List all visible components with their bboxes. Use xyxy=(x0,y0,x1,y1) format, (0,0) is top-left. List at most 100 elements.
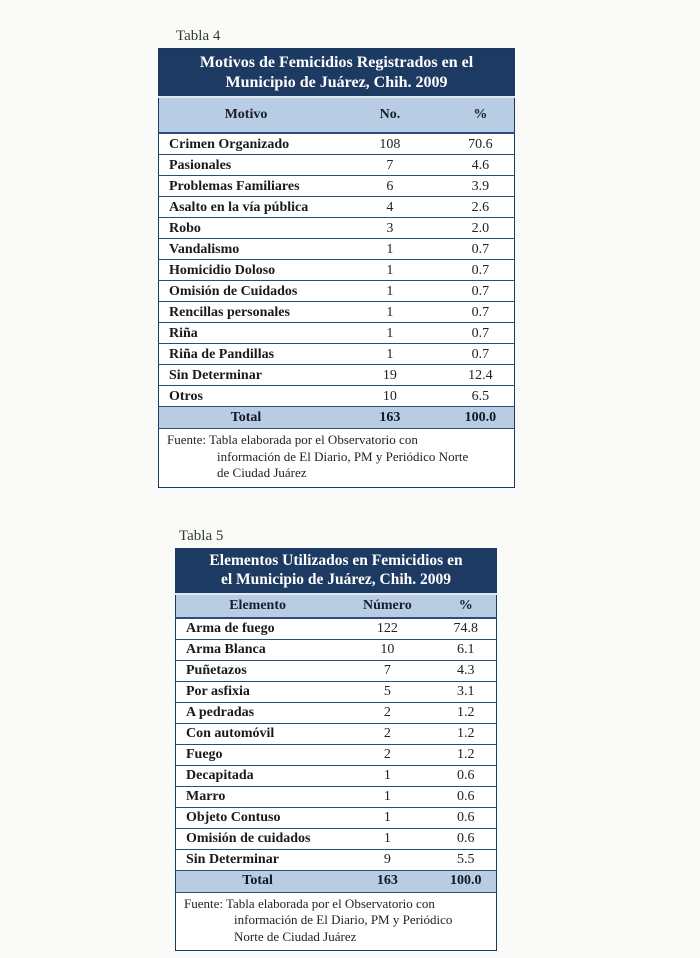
row-pct: 3.1 xyxy=(435,681,497,703)
row-count: 1 xyxy=(339,828,436,850)
row-label: Sin Determinar xyxy=(158,364,333,387)
row-pct: 0.7 xyxy=(446,301,515,324)
table5-body: Arma de fuego 122 74.8 Arma Blanca 10 6.1 Puñe… xyxy=(175,617,497,871)
table4-total-row: Total 163 100.0 xyxy=(158,406,515,430)
table-row: A pedradas 2 1.2 xyxy=(175,702,497,724)
row-label: Asalto en la vía pública xyxy=(158,196,333,219)
table-row: Fuego 2 1.2 xyxy=(175,744,497,766)
table-row: Riña 1 0.7 xyxy=(158,322,515,345)
table-row: Otros 10 6.5 xyxy=(158,385,515,408)
row-label: Por asfixia xyxy=(175,681,340,703)
table4-caption: Tabla 4 xyxy=(176,28,221,44)
column-header-numero: Número xyxy=(339,593,436,619)
row-count: 1 xyxy=(332,343,447,366)
row-label: A pedradas xyxy=(175,702,340,724)
row-pct: 0.7 xyxy=(446,280,515,303)
row-pct: 2.0 xyxy=(446,217,515,240)
table5-section: Tabla 5 Elementos Utilizados en Femicidi… xyxy=(175,527,497,952)
row-pct: 74.8 xyxy=(435,617,497,640)
row-pct: 0.6 xyxy=(435,786,497,808)
row-label: Homicidio Doloso xyxy=(158,259,333,282)
row-count: 10 xyxy=(339,639,436,661)
table4-section: Tabla 4 Motivos de Femicidios Registrado… xyxy=(158,27,515,488)
row-pct: 0.6 xyxy=(435,807,497,829)
row-label: Otros xyxy=(158,385,333,408)
table-row: Por asfixia 5 3.1 xyxy=(175,681,497,703)
row-pct: 4.6 xyxy=(446,154,515,177)
row-pct: 0.6 xyxy=(435,828,497,850)
row-count: 6 xyxy=(332,175,447,198)
row-count: 1 xyxy=(332,301,447,324)
row-label: Arma Blanca xyxy=(175,639,340,661)
row-pct: 0.6 xyxy=(435,765,497,787)
row-pct: 5.5 xyxy=(435,849,497,871)
table-row: Con automóvil 2 1.2 xyxy=(175,723,497,745)
table-row: Decapitada 1 0.6 xyxy=(175,765,497,787)
source-line: de Ciudad Juárez xyxy=(217,465,307,481)
row-count: 122 xyxy=(339,617,436,640)
row-count: 3 xyxy=(332,217,447,240)
column-header-motivo: Motivo xyxy=(158,97,333,135)
row-label: Vandalismo xyxy=(158,238,333,261)
table4: Motivos de Femicidios Registrados en el … xyxy=(158,48,515,488)
table4-title-line1: Motivos de Femicidios Registrados en el xyxy=(199,54,474,71)
row-count: 1 xyxy=(339,807,436,829)
row-pct: 2.6 xyxy=(446,196,515,219)
row-label: Omisión de Cuidados xyxy=(158,280,333,303)
table5-source-note: Fuente: Tabla elaborada por el Observato… xyxy=(175,892,497,951)
source-line: Fuente: Tabla elaborada por el Observato… xyxy=(167,432,418,448)
row-pct: 3.9 xyxy=(446,175,515,198)
row-count: 1 xyxy=(339,786,436,808)
row-pct: 1.2 xyxy=(435,702,497,724)
table-row: Crimen Organizado 108 70.6 xyxy=(158,133,515,156)
row-label: Robo xyxy=(158,217,333,240)
total-pct: 100.0 xyxy=(435,870,497,893)
row-count: 2 xyxy=(339,723,436,745)
row-pct: 0.7 xyxy=(446,343,515,366)
row-count: 9 xyxy=(339,849,436,871)
row-pct: 12.4 xyxy=(446,364,515,387)
row-count: 19 xyxy=(332,364,447,387)
row-label: Problemas Familiares xyxy=(158,175,333,198)
table-row: Omisión de cuidados 1 0.6 xyxy=(175,828,497,850)
row-label: Rencillas personales xyxy=(158,301,333,324)
row-count: 1 xyxy=(339,765,436,787)
table4-source-note: Fuente: Tabla elaborada por el Observato… xyxy=(158,428,515,488)
row-label: Con automóvil xyxy=(175,723,340,745)
table4-title-line2: Municipio de Juárez, Chih. 2009 xyxy=(225,73,448,91)
column-header-no: No. xyxy=(332,97,447,135)
column-header-elemento: Elemento xyxy=(175,593,340,619)
table5-source-row: Fuente: Tabla elaborada por el Observato… xyxy=(175,892,497,951)
total-count: 163 xyxy=(339,870,436,893)
row-label: Arma de fuego xyxy=(175,617,340,640)
table5: Elementos Utilizados en Femicidios en el… xyxy=(175,548,497,952)
table4-source-row: Fuente: Tabla elaborada por el Observato… xyxy=(158,428,515,488)
table-row: Arma de fuego 122 74.8 xyxy=(175,617,497,640)
table-row: Pasionales 7 4.6 xyxy=(158,154,515,177)
table-row: Vandalismo 1 0.7 xyxy=(158,238,515,261)
row-pct: 1.2 xyxy=(435,744,497,766)
row-pct: 4.3 xyxy=(435,660,497,682)
row-label: Omisión de cuidados xyxy=(175,828,340,850)
row-count: 2 xyxy=(339,702,436,724)
row-label: Decapitada xyxy=(175,765,340,787)
total-count: 163 xyxy=(332,406,447,430)
row-pct: 0.7 xyxy=(446,238,515,261)
table4-title-row: Motivos de Femicidios Registrados en el … xyxy=(158,48,515,99)
source-line: información de El Diario, PM y Periódico xyxy=(234,912,453,928)
table5-caption: Tabla 5 xyxy=(179,528,224,544)
row-label: Sin Determinar xyxy=(175,849,340,871)
row-count: 7 xyxy=(339,660,436,682)
table4-body: Crimen Organizado 108 70.6 Pasionales 7 4.6 Pr… xyxy=(158,133,515,408)
table-row: Puñetazos 7 4.3 xyxy=(175,660,497,682)
table5-column-header-row: Elemento Número % xyxy=(175,593,497,619)
source-line: Norte de Ciudad Juárez xyxy=(234,928,357,944)
total-label: Total xyxy=(175,870,340,893)
total-pct: 100.0 xyxy=(446,406,515,430)
row-label: Fuego xyxy=(175,744,340,766)
row-pct: 6.1 xyxy=(435,639,497,661)
table4-column-header-row: Motivo No. % xyxy=(158,97,515,135)
row-count: 7 xyxy=(332,154,447,177)
row-label: Objeto Contuso xyxy=(175,807,340,829)
table-row: Homicidio Doloso 1 0.7 xyxy=(158,259,515,282)
